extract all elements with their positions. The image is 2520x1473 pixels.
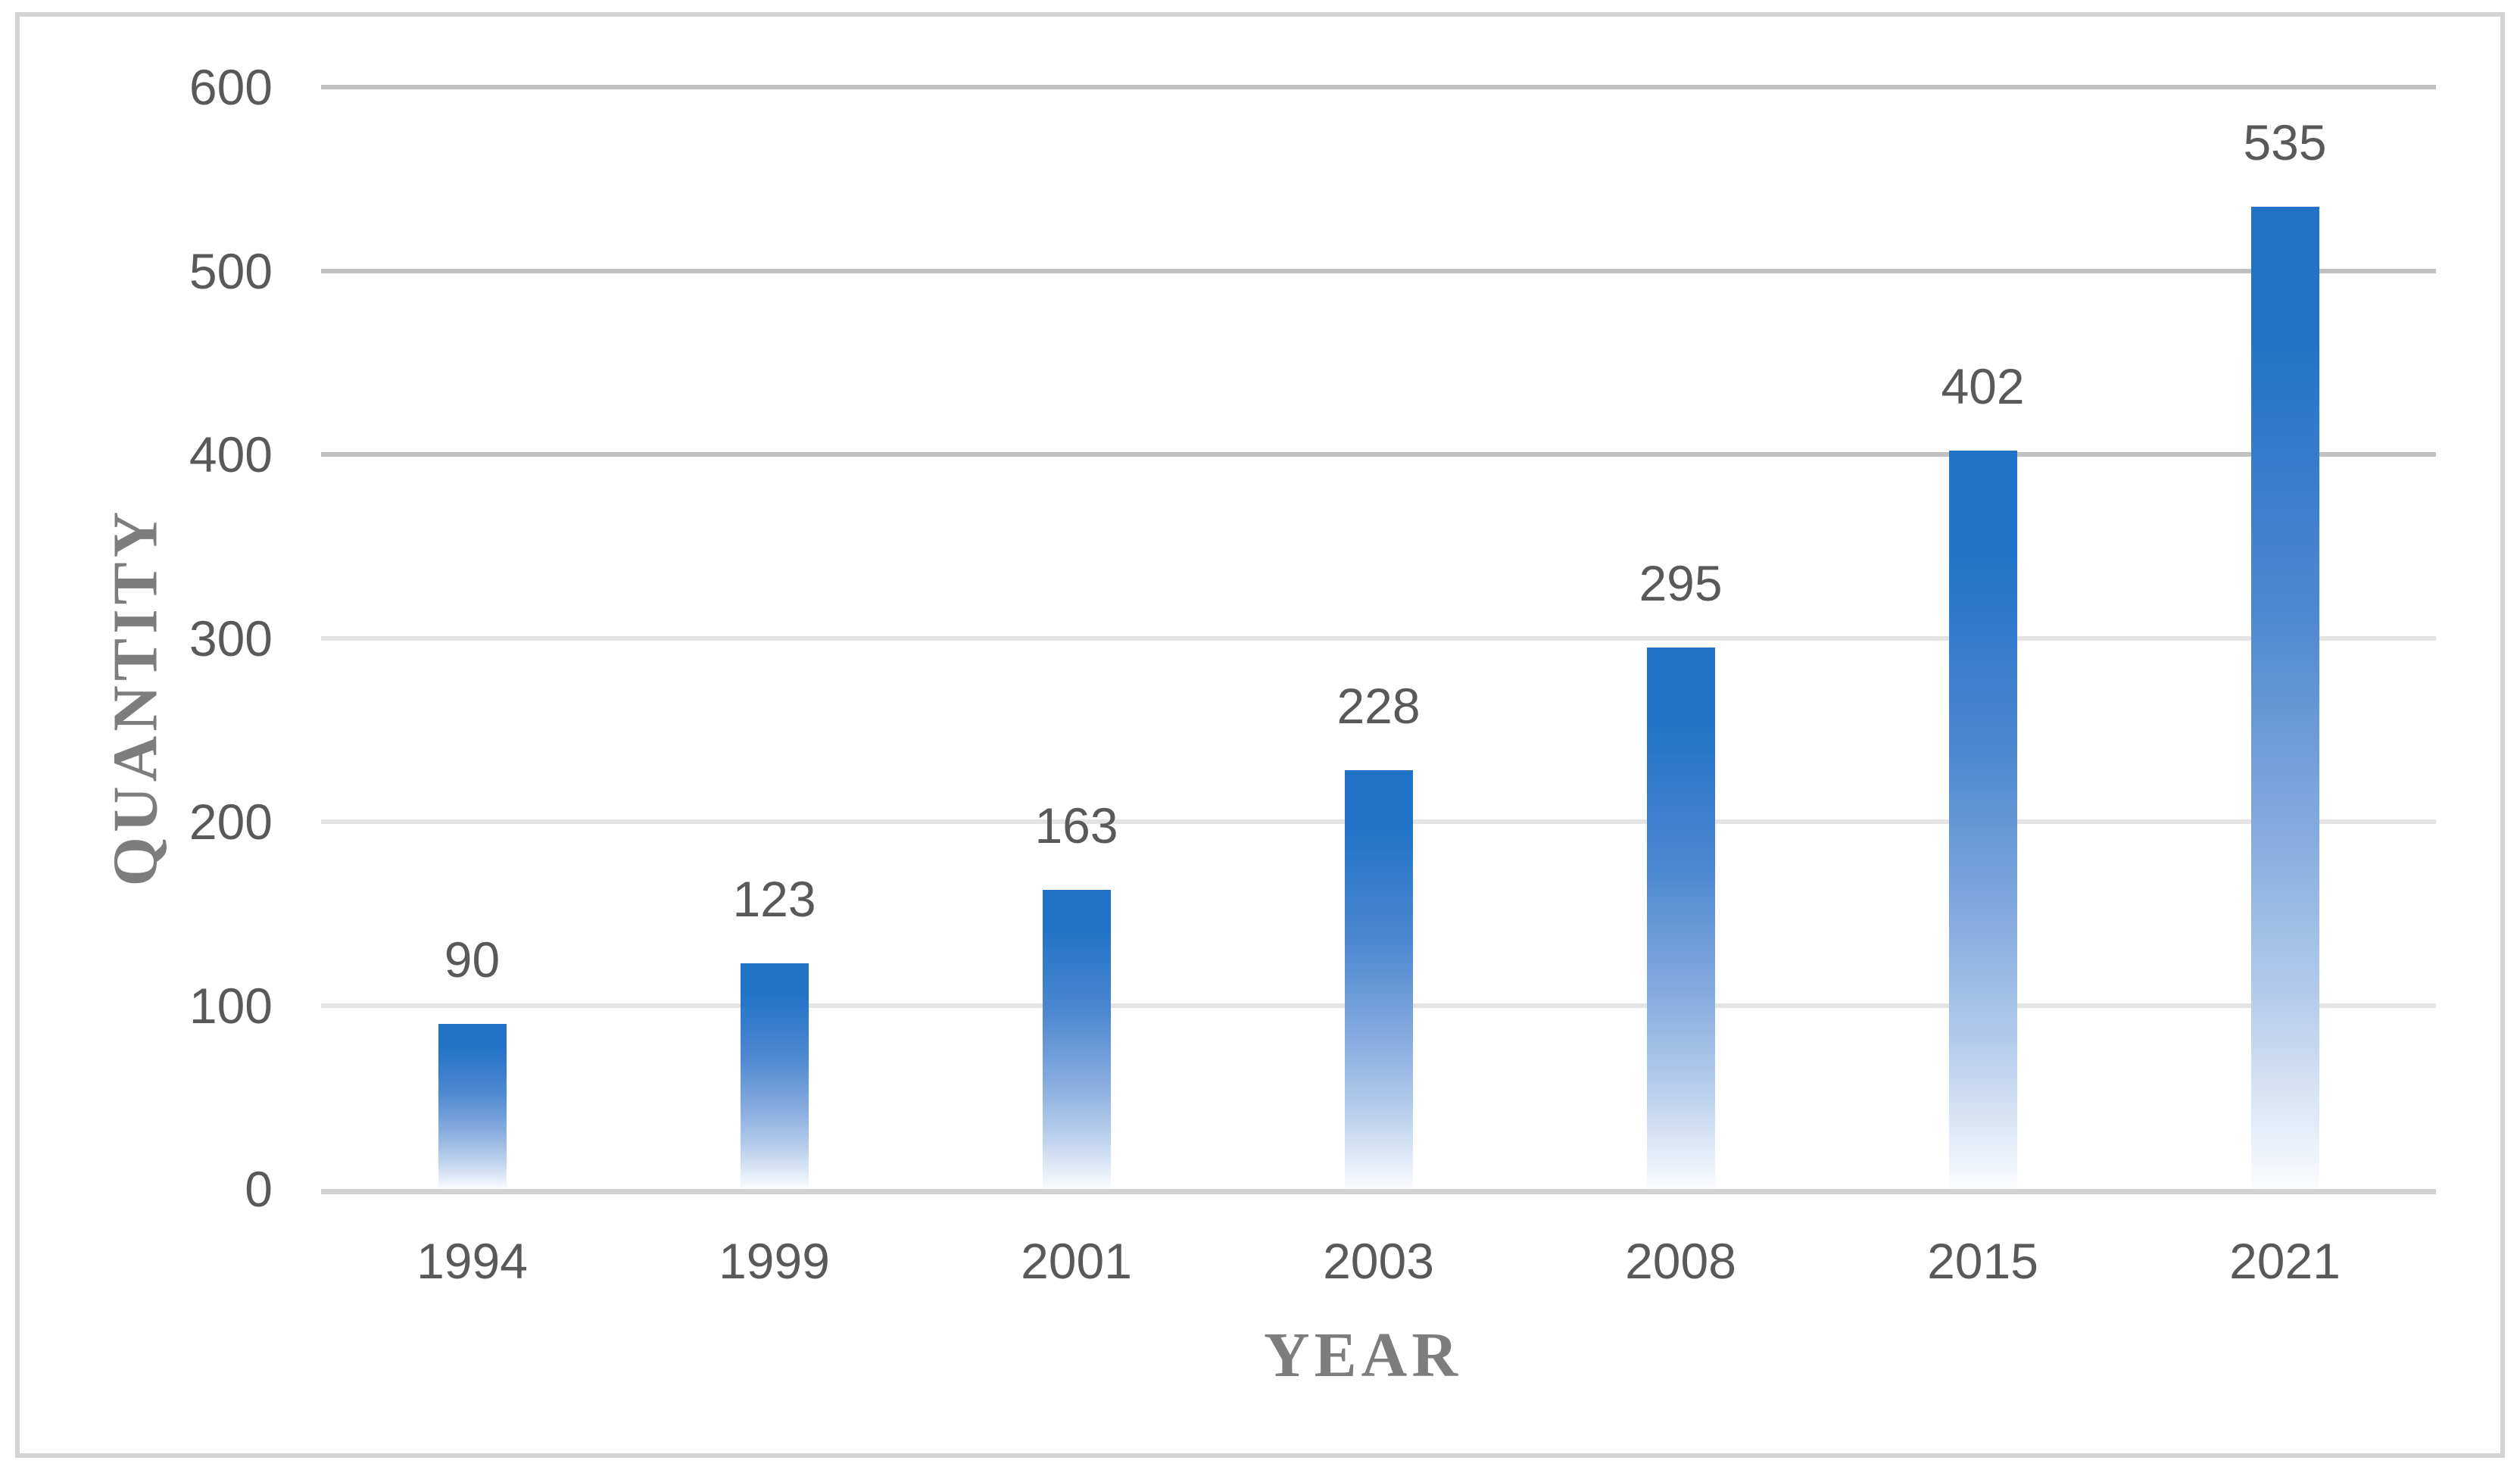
- x-tick-label-2001: 2001: [1021, 1233, 1132, 1289]
- data-label-2008: 295: [1639, 554, 1723, 611]
- data-label-1994: 90: [444, 931, 501, 988]
- x-tick-label-2008: 2008: [1625, 1233, 1736, 1289]
- bar-2015: [1948, 451, 2017, 1189]
- bar-2003: [1344, 770, 1413, 1189]
- bar-2021: [2250, 206, 2319, 1189]
- y-tick-label-100: 100: [189, 977, 273, 1034]
- y-tick-label-300: 300: [189, 610, 273, 666]
- data-label-2001: 163: [1034, 797, 1118, 854]
- x-tick-label-2015: 2015: [1927, 1233, 2038, 1289]
- y-tick-label-200: 200: [189, 794, 273, 850]
- x-tick-label-2003: 2003: [1323, 1233, 1434, 1289]
- y-tick-label-0: 0: [245, 1161, 273, 1217]
- x-axis-line: [321, 1189, 2436, 1194]
- y-tick-label-400: 400: [189, 426, 273, 482]
- data-label-2003: 228: [1336, 678, 1421, 735]
- gridline-500: [321, 268, 2436, 273]
- data-label-2021: 535: [2243, 114, 2327, 170]
- x-tick-label-1999: 1999: [719, 1233, 830, 1289]
- gridline-400: [321, 452, 2436, 457]
- gridline-300: [321, 635, 2436, 641]
- bar-1999: [740, 963, 809, 1189]
- y-tick-label-600: 600: [189, 59, 273, 115]
- x-tick-label-1994: 1994: [416, 1233, 528, 1289]
- plot-area: [321, 85, 2436, 1194]
- y-tick-label-500: 500: [189, 242, 273, 299]
- y-axis-title: QUANTITY: [100, 507, 171, 887]
- bar-2001: [1042, 889, 1111, 1189]
- gridline-600: [321, 85, 2436, 89]
- chart-outer-frame: [15, 12, 2505, 1458]
- x-tick-label-2021: 2021: [2229, 1233, 2341, 1289]
- data-label-1999: 123: [732, 870, 816, 927]
- bar-2008: [1646, 647, 1715, 1189]
- x-axis-title: YEAR: [1263, 1320, 1462, 1390]
- data-label-2015: 402: [1941, 358, 2025, 415]
- bar-1994: [438, 1023, 507, 1189]
